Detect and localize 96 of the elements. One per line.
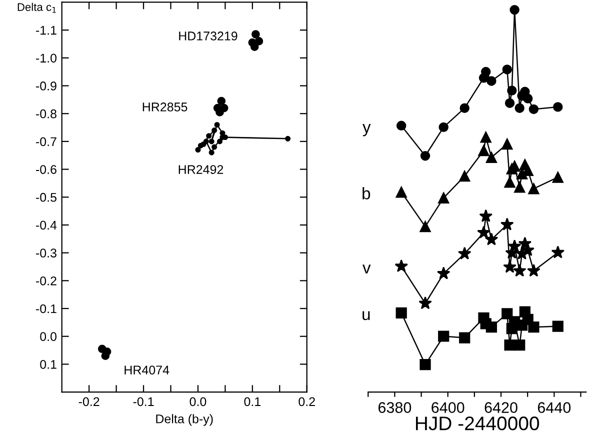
y-tick-label: 0.0 xyxy=(40,332,56,342)
point xyxy=(552,172,564,183)
point xyxy=(438,330,450,342)
y-tick-label: -0.1 xyxy=(36,304,56,314)
point xyxy=(512,264,526,277)
point xyxy=(510,5,520,15)
point xyxy=(508,239,522,252)
point xyxy=(502,308,513,320)
point xyxy=(206,133,212,139)
series-label: HD173219 xyxy=(179,32,238,40)
series-label: v xyxy=(362,264,371,274)
x-tick-label: 0.1 xyxy=(244,397,260,406)
y-tick-label: -0.6 xyxy=(36,165,56,174)
point xyxy=(514,182,526,193)
point xyxy=(285,136,291,142)
y-tick-label: -0.5 xyxy=(36,192,56,202)
point xyxy=(420,358,431,370)
point xyxy=(484,232,498,246)
point xyxy=(500,218,514,230)
x-tick-label: 6440 xyxy=(538,402,571,413)
x-tick-label: -0.2 xyxy=(78,397,100,406)
point xyxy=(514,103,524,113)
point xyxy=(212,144,218,150)
point xyxy=(552,320,564,332)
x-tick-label: 0.2 xyxy=(298,397,315,406)
point xyxy=(528,104,539,114)
y-tick-label: -1.0 xyxy=(36,54,56,63)
point xyxy=(504,176,516,188)
point xyxy=(217,96,226,106)
y-tick-label: -0.3 xyxy=(36,248,56,258)
series-label: b xyxy=(362,187,370,200)
point xyxy=(396,120,406,131)
y-tick-label: -0.9 xyxy=(36,82,56,90)
point xyxy=(420,221,431,232)
point xyxy=(438,192,450,204)
point xyxy=(418,296,432,310)
point xyxy=(527,264,540,277)
point xyxy=(420,151,430,161)
point xyxy=(478,144,490,156)
text: HR2855 xyxy=(142,102,188,112)
point xyxy=(479,209,492,222)
series-label: HR2492 xyxy=(178,165,224,174)
point xyxy=(502,64,512,74)
point xyxy=(551,246,565,258)
point xyxy=(458,246,472,260)
point xyxy=(254,37,264,46)
point xyxy=(216,138,223,144)
point xyxy=(459,332,470,344)
x-axis-title: Delta (b-y) xyxy=(156,414,213,426)
x-tick-label: -0.1 xyxy=(133,397,154,406)
y-tick-label: -0.2 xyxy=(36,276,56,286)
y-tick-label: -0.8 xyxy=(36,109,56,118)
point xyxy=(504,339,516,351)
point xyxy=(480,132,492,143)
y-axis-title: Delta c$_{1}$ xyxy=(18,2,56,13)
point xyxy=(438,122,448,132)
point xyxy=(477,226,490,238)
point xyxy=(459,170,470,182)
point xyxy=(553,102,563,112)
point xyxy=(208,150,214,156)
point xyxy=(486,152,497,163)
point xyxy=(502,138,513,150)
point xyxy=(486,322,497,333)
point xyxy=(528,322,540,333)
point xyxy=(198,142,204,148)
point xyxy=(212,128,218,134)
x-tick-label: 6380 xyxy=(378,402,412,413)
point xyxy=(507,86,517,96)
y-tick-label: -1.1 xyxy=(36,26,56,35)
point xyxy=(396,186,407,198)
x-tick-label: 6400 xyxy=(432,402,464,413)
point xyxy=(214,122,220,128)
point xyxy=(252,30,260,38)
series-label: y xyxy=(362,124,371,136)
point xyxy=(396,307,407,318)
point xyxy=(486,76,496,86)
series-label: HR4074 xyxy=(124,366,170,374)
x-axis-title: HJD -2440000 xyxy=(416,416,540,430)
series-label: u xyxy=(362,311,370,320)
point xyxy=(504,98,515,108)
point xyxy=(522,94,533,104)
y-tick-label: -0.7 xyxy=(36,137,56,146)
y-tick-label: 0.1 xyxy=(40,360,56,369)
point xyxy=(436,266,450,280)
point xyxy=(208,138,214,144)
point xyxy=(481,66,491,77)
x-tick-label: 6420 xyxy=(484,402,518,413)
point xyxy=(203,138,209,144)
point xyxy=(528,183,540,194)
point xyxy=(394,259,408,272)
point xyxy=(503,260,516,273)
y-tick-label: -0.4 xyxy=(36,220,57,230)
point xyxy=(195,147,201,153)
point xyxy=(460,103,470,113)
point xyxy=(514,339,526,351)
x-tick-label: 0.0 xyxy=(190,397,206,406)
